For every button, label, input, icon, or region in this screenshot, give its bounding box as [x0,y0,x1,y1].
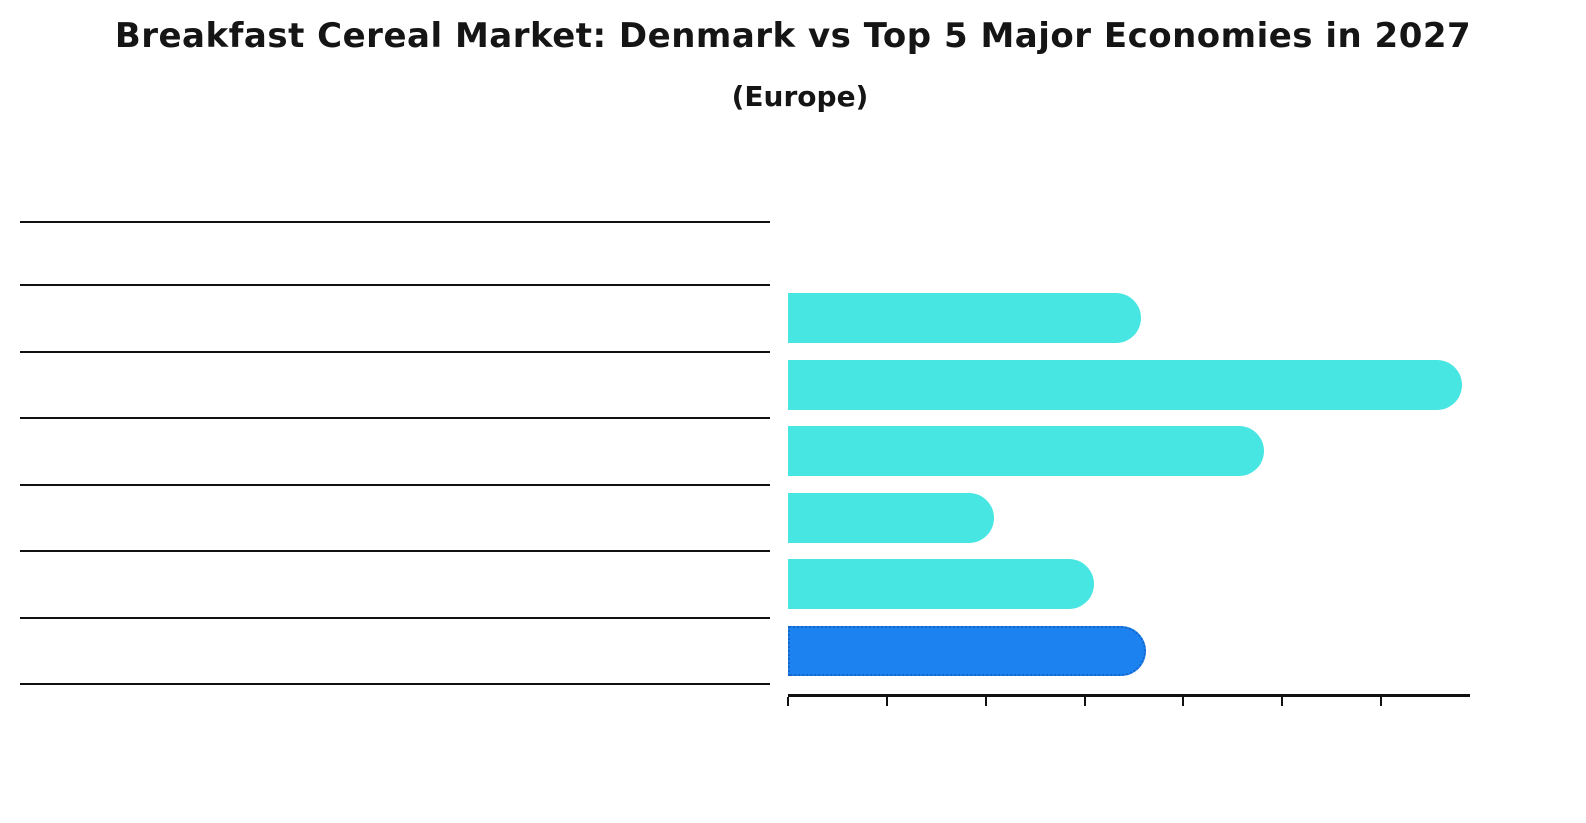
x-axis-tick [1380,697,1383,706]
row-separator [20,417,770,419]
x-axis-tick [1182,697,1185,706]
row-separator [20,616,770,619]
row-separator [20,550,770,552]
chart-title: Breakfast Cereal Market: Denmark vs Top … [114,16,1472,56]
x-axis-tick [1083,697,1086,706]
x-axis-tick [787,697,789,706]
x-axis-tick [984,697,987,706]
row-separator [20,483,770,486]
x-axis-tick [885,697,888,706]
table-bottom-rule [20,683,770,685]
x-axis-line [788,694,1470,697]
table-top-rule [20,221,770,223]
bar-italy [788,492,994,543]
bar-france [788,426,1264,477]
row-separator [20,350,770,353]
bar-denmark [788,625,1147,676]
chart-subtitle: (Europe) [731,80,869,113]
bar-germany [788,293,1142,344]
x-axis-tick [1281,697,1284,706]
row-separator [20,284,770,286]
bar-russia [788,559,1094,610]
bar-united-kingdom [788,359,1463,410]
